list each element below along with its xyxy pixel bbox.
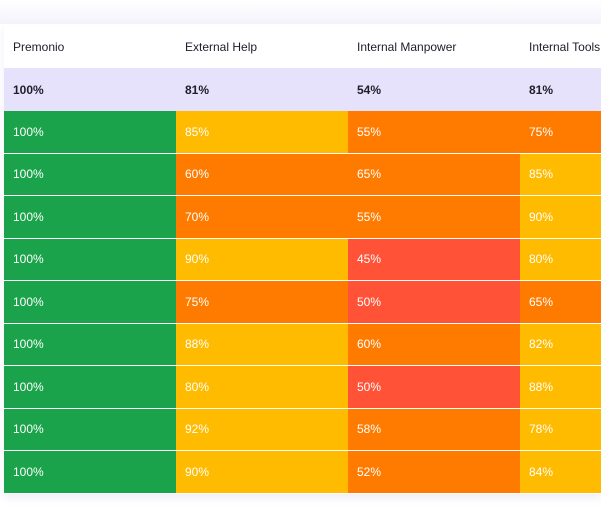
data-cell: 50% — [348, 366, 520, 408]
data-cell: 65% — [520, 281, 601, 323]
data-cell: 50% — [348, 281, 520, 323]
data-row: 100% 90% 45% 80% — [4, 238, 601, 281]
data-cell: 60% — [176, 153, 348, 195]
data-cell: 70% — [176, 196, 348, 238]
data-row: 100% 85% 55% 75% — [4, 111, 601, 154]
data-cell: 100% — [4, 238, 176, 280]
summary-cell: 81% — [185, 82, 210, 97]
data-cell: 65% — [348, 153, 520, 195]
header-cell: Premonio — [13, 40, 65, 54]
data-cell: 90% — [520, 196, 601, 238]
data-cell: 100% — [4, 366, 176, 408]
data-cell: 100% — [4, 196, 176, 238]
summary-cell: 81% — [529, 82, 554, 97]
data-row: 100% 88% 60% 82% — [4, 323, 601, 366]
data-row: 100% 70% 55% 90% — [4, 196, 601, 239]
table: Premonio External Help Internal Manpower In… — [4, 26, 601, 494]
data-cell: 100% — [4, 281, 176, 323]
data-cell: 80% — [520, 238, 601, 280]
data-cell: 90% — [176, 238, 348, 280]
top-fade — [0, 0, 601, 24]
data-cell: 75% — [176, 281, 348, 323]
data-cell: 92% — [176, 408, 348, 450]
data-cell: 60% — [348, 323, 520, 365]
header-cell: Internal Tools — [529, 40, 601, 54]
summary-cell: 100% — [13, 82, 44, 97]
data-cell: 84% — [520, 451, 601, 493]
data-cell: 88% — [520, 366, 601, 408]
header-cell: Internal Manpower — [357, 40, 457, 54]
data-cell: 58% — [348, 408, 520, 450]
data-cell: 78% — [520, 408, 601, 450]
data-cell: 85% — [176, 111, 348, 153]
data-cell: 80% — [176, 366, 348, 408]
data-row: 100% 60% 65% 85% — [4, 153, 601, 196]
data-row: 100% 90% 52% 84% — [4, 451, 601, 494]
data-cell: 45% — [348, 238, 520, 280]
data-cell: 82% — [520, 323, 601, 365]
data-cell: 85% — [520, 153, 601, 195]
data-cell: 100% — [4, 451, 176, 493]
data-cell: 90% — [176, 451, 348, 493]
data-cell: 55% — [348, 196, 520, 238]
header-cell: External Help — [185, 40, 258, 54]
data-cell: 100% — [4, 408, 176, 450]
data-cell: 75% — [520, 111, 601, 153]
data-row: 100% 80% 50% 88% — [4, 366, 601, 409]
data-cell: 52% — [348, 451, 520, 493]
data-row: 100% 92% 58% 78% — [4, 408, 601, 451]
header-row: Premonio External Help Internal Manpower In… — [4, 26, 601, 68]
summary-row: 100% 81% 54% 81% — [4, 68, 601, 111]
data-cell: 100% — [4, 323, 176, 365]
data-cell: 100% — [4, 153, 176, 195]
data-row: 100% 75% 50% 65% — [4, 281, 601, 324]
summary-cell: 54% — [357, 82, 382, 97]
data-cell: 100% — [4, 111, 176, 153]
data-cell: 55% — [348, 111, 520, 153]
data-cell: 88% — [176, 323, 348, 365]
